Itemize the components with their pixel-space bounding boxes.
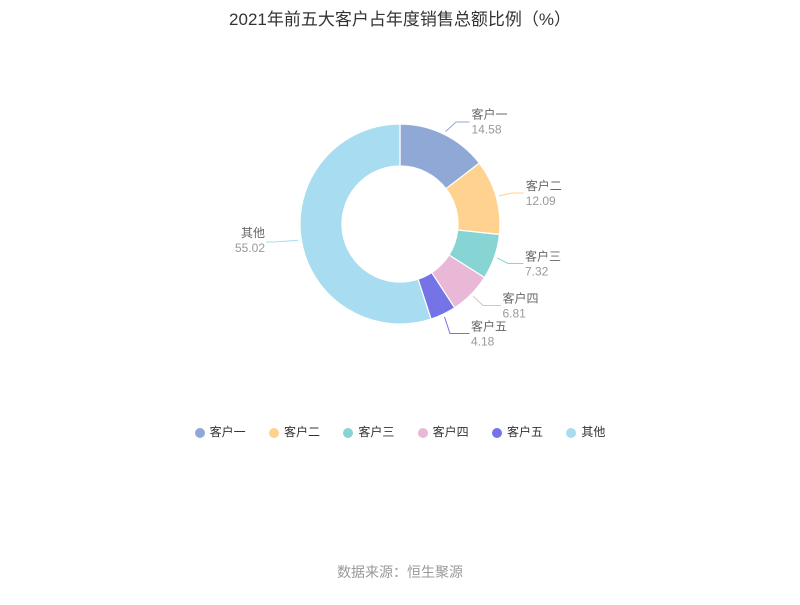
- svg-text:客户三: 客户三: [525, 249, 561, 264]
- svg-text:其他: 其他: [241, 226, 265, 240]
- svg-text:客户五: 客户五: [471, 319, 507, 334]
- svg-text:4.18: 4.18: [471, 335, 495, 349]
- svg-text:12.09: 12.09: [526, 194, 556, 208]
- svg-text:客户二: 客户二: [526, 178, 562, 193]
- svg-text:14.58: 14.58: [472, 122, 502, 136]
- svg-text:55.02: 55.02: [235, 241, 265, 255]
- svg-text:7.32: 7.32: [525, 265, 549, 279]
- svg-text:客户一: 客户一: [472, 106, 508, 121]
- svg-text:客户四: 客户四: [503, 291, 539, 306]
